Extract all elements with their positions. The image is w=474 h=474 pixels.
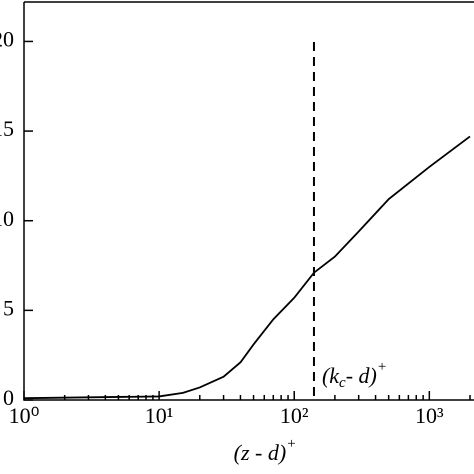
x-tick-label: 10¹ <box>145 403 174 428</box>
x-axis-label: (z - d)+ <box>234 436 297 465</box>
x-axis-label-sup: + <box>286 436 296 452</box>
data-line <box>23 135 471 400</box>
x-axis-label-main: (z - d) <box>234 440 287 465</box>
x-tick-label: 10⁰ <box>9 403 40 428</box>
reference-label-sub: c <box>339 375 346 391</box>
y-tick-label: 5 <box>3 295 14 320</box>
y-tick-label: 0 <box>3 385 14 410</box>
reference-label-sup: + <box>377 359 387 375</box>
y-tick-label: 10 <box>0 206 14 231</box>
y-tick-label: 15 <box>0 116 14 141</box>
reference-label-rest: - d) <box>346 363 377 388</box>
y-tick-label: 20 <box>0 26 14 51</box>
x-tick-label: 10² <box>280 403 309 428</box>
reference-label: (kc- d)+ <box>322 359 387 391</box>
x-tick-label: 10³ <box>415 403 444 428</box>
plot-frame <box>23 1 474 401</box>
reference-label-main: (k <box>322 363 340 388</box>
